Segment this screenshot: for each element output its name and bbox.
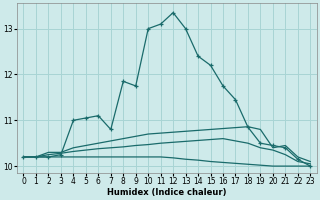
X-axis label: Humidex (Indice chaleur): Humidex (Indice chaleur) [107, 188, 227, 197]
